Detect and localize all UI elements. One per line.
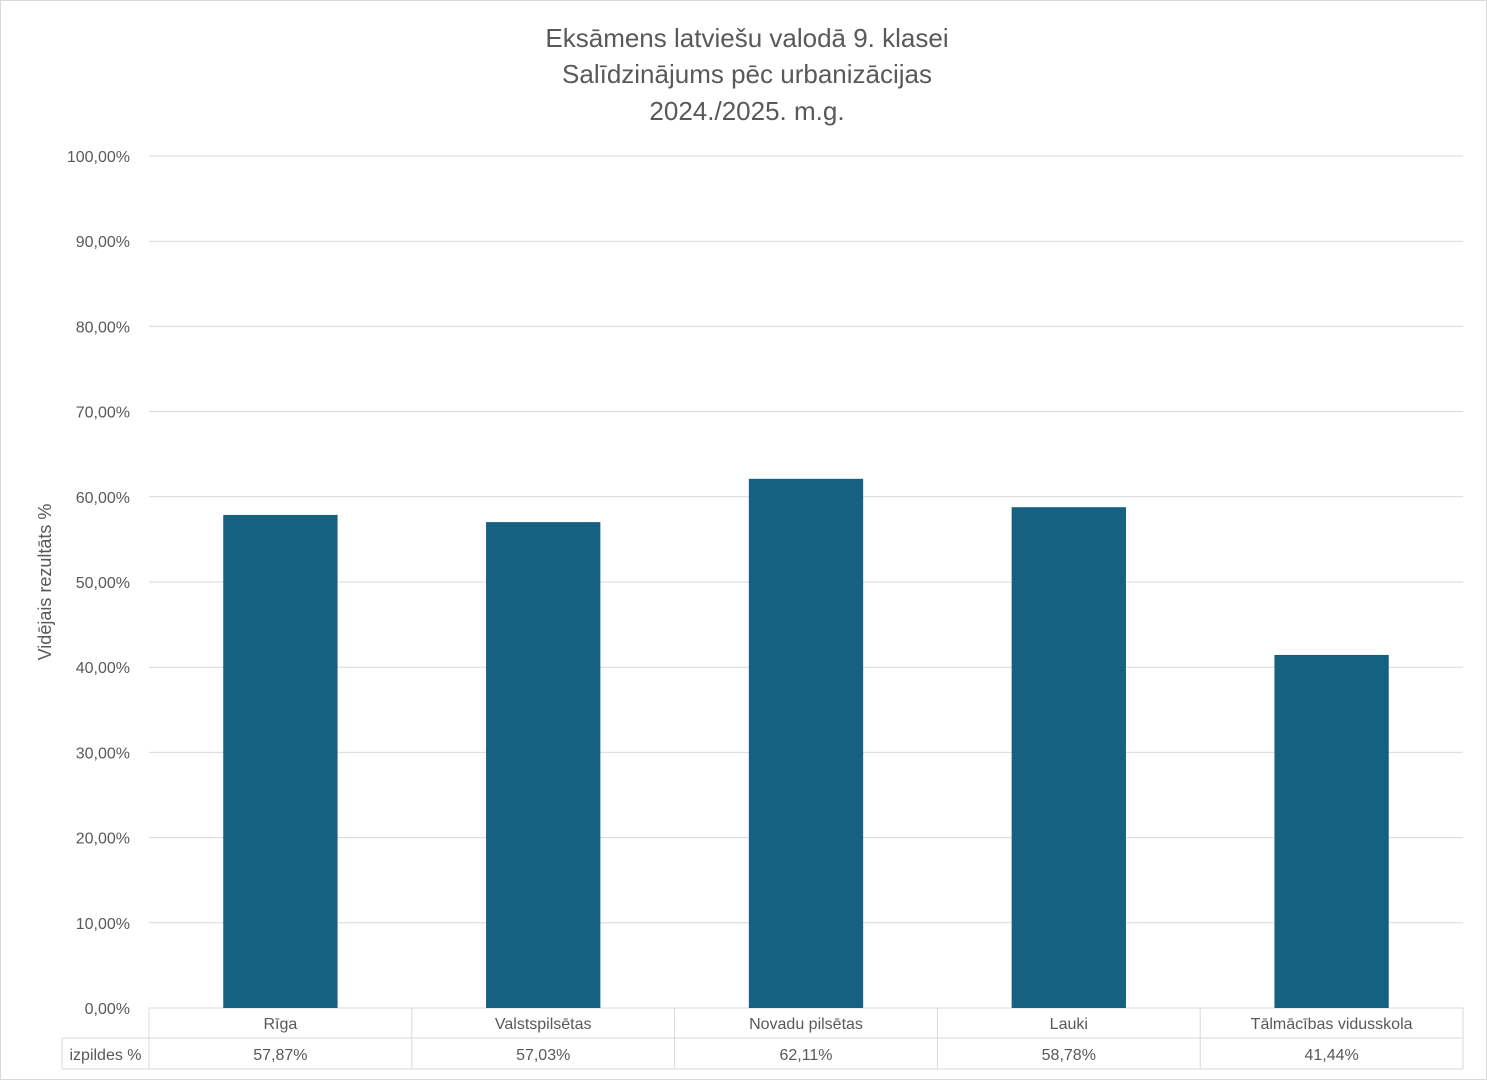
bar-2 bbox=[748, 478, 864, 1008]
y-tick-label: 100,00% bbox=[67, 149, 130, 166]
chart-title-line-1: Eksāmens latviešu valodā 9. klasei bbox=[545, 23, 948, 53]
bar-1 bbox=[486, 522, 601, 1008]
y-tick-label: 40,00% bbox=[76, 660, 130, 677]
chart-title-line-3: 2024./2025. m.g. bbox=[649, 96, 844, 126]
y-tick-label: 80,00% bbox=[76, 319, 130, 336]
y-tick-label: 20,00% bbox=[76, 831, 130, 848]
y-axis-label: Vidējais rezultāts % bbox=[35, 504, 55, 661]
data-table-value: 57,03% bbox=[516, 1047, 570, 1064]
y-tick-label: 0,00% bbox=[85, 1001, 130, 1018]
x-category-label: Lauki bbox=[1050, 1016, 1088, 1033]
data-table-value: 41,44% bbox=[1304, 1047, 1358, 1064]
data-table-value: 62,11% bbox=[779, 1047, 832, 1064]
y-axis-ticks: 0,00% 10,00% 20,00% 30,00% 40,00% 50,00% 60,00… bbox=[67, 149, 130, 1018]
y-tick-label: 90,00% bbox=[76, 234, 130, 251]
bar-3 bbox=[1011, 507, 1126, 1008]
x-category-label: Novadu pilsētas bbox=[749, 1016, 863, 1033]
y-tick-label: 10,00% bbox=[76, 916, 130, 933]
y-tick-label: 70,00% bbox=[76, 405, 130, 422]
data-table-value: 57,87% bbox=[253, 1047, 307, 1064]
x-category-label: Valstspilsētas bbox=[495, 1016, 592, 1033]
chart-title: Eksāmens latviešu valodā 9. klasei Salīd… bbox=[545, 23, 948, 126]
data-table: Rīga 57,87% Valstspilsētas 57,03% Novadu pil… bbox=[61, 1008, 1464, 1070]
bars bbox=[223, 478, 1389, 1008]
bar-4 bbox=[1274, 654, 1389, 1008]
y-tick-label: 60,00% bbox=[76, 490, 130, 507]
data-table-value: 58,78% bbox=[1042, 1047, 1096, 1064]
x-category-label: Tālmācības vidusskola bbox=[1251, 1016, 1413, 1033]
x-category-label: Rīga bbox=[264, 1016, 298, 1033]
y-tick-label: 50,00% bbox=[76, 575, 130, 592]
chart-title-line-2: Salīdzinājums pēc urbanizācijas bbox=[562, 59, 932, 89]
bar-0 bbox=[223, 514, 338, 1008]
y-tick-label: 30,00% bbox=[76, 745, 130, 762]
data-table-series-name: izpildes % bbox=[69, 1047, 141, 1064]
